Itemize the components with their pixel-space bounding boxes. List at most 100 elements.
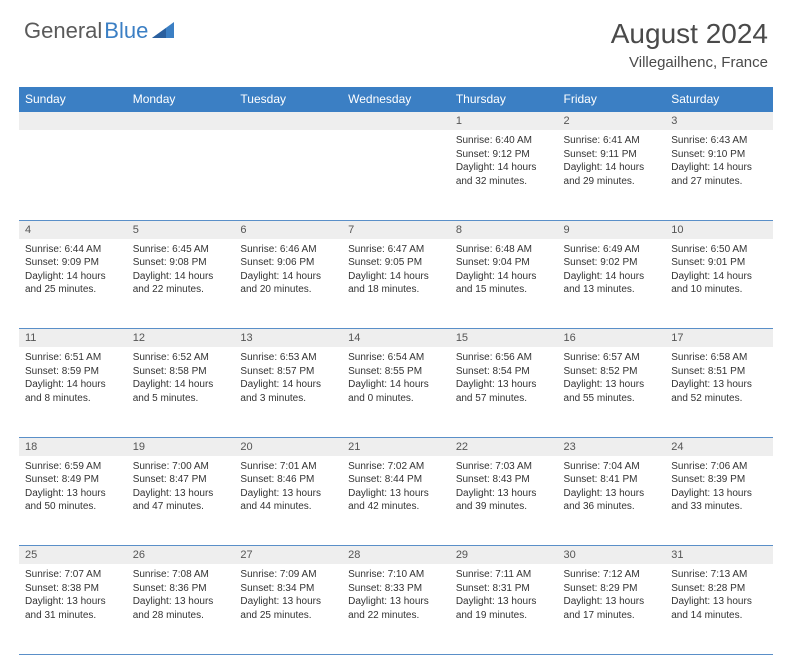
daylight-text: Daylight: 13 hours and 57 minutes.	[456, 378, 552, 405]
day-number-cell: 30	[558, 546, 666, 565]
daylight-text: Daylight: 13 hours and 44 minutes.	[240, 487, 336, 514]
sunset-text: Sunset: 8:58 PM	[133, 365, 229, 379]
sunrise-text: Sunrise: 7:01 AM	[240, 460, 336, 474]
day-detail-cell: Sunrise: 7:00 AMSunset: 8:47 PMDaylight:…	[127, 456, 235, 546]
daylight-text: Daylight: 14 hours and 15 minutes.	[456, 270, 552, 297]
sunset-text: Sunset: 9:02 PM	[564, 256, 660, 270]
title-block: August 2024 Villegailhenc, France	[611, 18, 768, 71]
daylight-text: Daylight: 13 hours and 55 minutes.	[564, 378, 660, 405]
day-number-cell	[234, 112, 342, 131]
day-detail-cell: Sunrise: 6:46 AMSunset: 9:06 PMDaylight:…	[234, 239, 342, 329]
sunrise-text: Sunrise: 7:03 AM	[456, 460, 552, 474]
daylight-text: Daylight: 14 hours and 10 minutes.	[671, 270, 767, 297]
sunset-text: Sunset: 8:31 PM	[456, 582, 552, 596]
sunrise-text: Sunrise: 6:45 AM	[133, 243, 229, 257]
daynum-row: 18192021222324	[19, 437, 773, 456]
sunset-text: Sunset: 8:59 PM	[25, 365, 121, 379]
day-detail-cell: Sunrise: 6:41 AMSunset: 9:11 PMDaylight:…	[558, 130, 666, 220]
sunrise-text: Sunrise: 6:47 AM	[348, 243, 444, 257]
calendar-table: SundayMondayTuesdayWednesdayThursdayFrid…	[19, 87, 773, 655]
daylight-text: Daylight: 13 hours and 39 minutes.	[456, 487, 552, 514]
daylight-text: Daylight: 14 hours and 8 minutes.	[25, 378, 121, 405]
day-number-cell: 23	[558, 437, 666, 456]
day-detail-cell: Sunrise: 6:49 AMSunset: 9:02 PMDaylight:…	[558, 239, 666, 329]
sunset-text: Sunset: 8:29 PM	[564, 582, 660, 596]
weekday-header: Wednesday	[342, 87, 450, 112]
day-detail-cell: Sunrise: 7:01 AMSunset: 8:46 PMDaylight:…	[234, 456, 342, 546]
daynum-row: 45678910	[19, 220, 773, 239]
daylight-text: Daylight: 13 hours and 42 minutes.	[348, 487, 444, 514]
day-detail-cell	[234, 130, 342, 220]
sunrise-text: Sunrise: 6:46 AM	[240, 243, 336, 257]
day-number-cell: 21	[342, 437, 450, 456]
day-detail-cell: Sunrise: 7:04 AMSunset: 8:41 PMDaylight:…	[558, 456, 666, 546]
sunset-text: Sunset: 8:38 PM	[25, 582, 121, 596]
sunrise-text: Sunrise: 6:43 AM	[671, 134, 767, 148]
day-detail-cell: Sunrise: 7:12 AMSunset: 8:29 PMDaylight:…	[558, 564, 666, 654]
day-detail-cell: Sunrise: 6:59 AMSunset: 8:49 PMDaylight:…	[19, 456, 127, 546]
day-number-cell: 24	[665, 437, 773, 456]
sunrise-text: Sunrise: 6:54 AM	[348, 351, 444, 365]
weekday-header: Friday	[558, 87, 666, 112]
sunset-text: Sunset: 8:43 PM	[456, 473, 552, 487]
sunrise-text: Sunrise: 6:40 AM	[456, 134, 552, 148]
day-detail-cell	[342, 130, 450, 220]
daylight-text: Daylight: 13 hours and 28 minutes.	[133, 595, 229, 622]
sunrise-text: Sunrise: 7:04 AM	[564, 460, 660, 474]
daylight-text: Daylight: 13 hours and 52 minutes.	[671, 378, 767, 405]
detail-row: Sunrise: 6:40 AMSunset: 9:12 PMDaylight:…	[19, 130, 773, 220]
daylight-text: Daylight: 13 hours and 47 minutes.	[133, 487, 229, 514]
sunset-text: Sunset: 8:41 PM	[564, 473, 660, 487]
day-number-cell: 12	[127, 329, 235, 348]
day-detail-cell: Sunrise: 7:03 AMSunset: 8:43 PMDaylight:…	[450, 456, 558, 546]
sunset-text: Sunset: 8:52 PM	[564, 365, 660, 379]
sunset-text: Sunset: 8:44 PM	[348, 473, 444, 487]
day-number-cell	[342, 112, 450, 131]
sunset-text: Sunset: 8:49 PM	[25, 473, 121, 487]
day-detail-cell: Sunrise: 7:02 AMSunset: 8:44 PMDaylight:…	[342, 456, 450, 546]
detail-row: Sunrise: 6:51 AMSunset: 8:59 PMDaylight:…	[19, 347, 773, 437]
sunrise-text: Sunrise: 6:52 AM	[133, 351, 229, 365]
day-number-cell: 11	[19, 329, 127, 348]
daylight-text: Daylight: 13 hours and 36 minutes.	[564, 487, 660, 514]
day-number-cell	[127, 112, 235, 131]
day-number-cell: 31	[665, 546, 773, 565]
day-detail-cell: Sunrise: 7:08 AMSunset: 8:36 PMDaylight:…	[127, 564, 235, 654]
day-detail-cell: Sunrise: 6:50 AMSunset: 9:01 PMDaylight:…	[665, 239, 773, 329]
daylight-text: Daylight: 14 hours and 0 minutes.	[348, 378, 444, 405]
sunset-text: Sunset: 9:06 PM	[240, 256, 336, 270]
day-number-cell: 14	[342, 329, 450, 348]
daylight-text: Daylight: 13 hours and 17 minutes.	[564, 595, 660, 622]
day-detail-cell: Sunrise: 7:07 AMSunset: 8:38 PMDaylight:…	[19, 564, 127, 654]
day-number-cell: 17	[665, 329, 773, 348]
sunrise-text: Sunrise: 6:53 AM	[240, 351, 336, 365]
day-detail-cell: Sunrise: 6:45 AMSunset: 9:08 PMDaylight:…	[127, 239, 235, 329]
day-number-cell: 3	[665, 112, 773, 131]
day-number-cell: 7	[342, 220, 450, 239]
weekday-header: Saturday	[665, 87, 773, 112]
day-detail-cell: Sunrise: 6:43 AMSunset: 9:10 PMDaylight:…	[665, 130, 773, 220]
day-number-cell: 1	[450, 112, 558, 131]
sunrise-text: Sunrise: 7:09 AM	[240, 568, 336, 582]
daylight-text: Daylight: 14 hours and 20 minutes.	[240, 270, 336, 297]
sunset-text: Sunset: 9:01 PM	[671, 256, 767, 270]
day-detail-cell: Sunrise: 6:40 AMSunset: 9:12 PMDaylight:…	[450, 130, 558, 220]
day-number-cell: 16	[558, 329, 666, 348]
day-detail-cell: Sunrise: 7:09 AMSunset: 8:34 PMDaylight:…	[234, 564, 342, 654]
sunrise-text: Sunrise: 7:13 AM	[671, 568, 767, 582]
logo-triangle-icon	[152, 18, 174, 44]
detail-row: Sunrise: 7:07 AMSunset: 8:38 PMDaylight:…	[19, 564, 773, 654]
daylight-text: Daylight: 13 hours and 33 minutes.	[671, 487, 767, 514]
sunset-text: Sunset: 9:09 PM	[25, 256, 121, 270]
day-detail-cell: Sunrise: 6:52 AMSunset: 8:58 PMDaylight:…	[127, 347, 235, 437]
sunrise-text: Sunrise: 6:58 AM	[671, 351, 767, 365]
sunrise-text: Sunrise: 6:48 AM	[456, 243, 552, 257]
location-label: Villegailhenc, France	[611, 54, 768, 71]
sunset-text: Sunset: 9:08 PM	[133, 256, 229, 270]
sunrise-text: Sunrise: 7:00 AM	[133, 460, 229, 474]
day-detail-cell: Sunrise: 6:44 AMSunset: 9:09 PMDaylight:…	[19, 239, 127, 329]
day-detail-cell: Sunrise: 6:58 AMSunset: 8:51 PMDaylight:…	[665, 347, 773, 437]
day-detail-cell	[127, 130, 235, 220]
sunset-text: Sunset: 8:57 PM	[240, 365, 336, 379]
detail-row: Sunrise: 6:44 AMSunset: 9:09 PMDaylight:…	[19, 239, 773, 329]
